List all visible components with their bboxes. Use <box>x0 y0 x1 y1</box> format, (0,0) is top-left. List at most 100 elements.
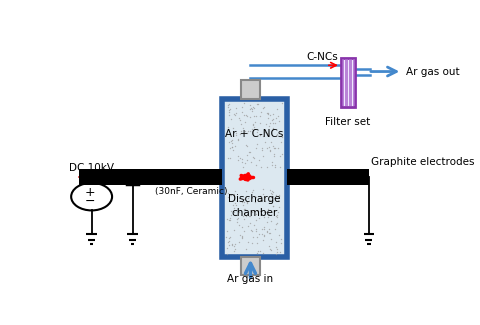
Point <box>264 132 272 137</box>
Point <box>265 124 273 129</box>
Point <box>248 229 255 234</box>
Text: Discharge
chamber: Discharge chamber <box>228 194 281 218</box>
Point <box>274 220 281 225</box>
Point <box>261 140 269 145</box>
Point <box>273 222 280 227</box>
Text: DC 10kV: DC 10kV <box>69 163 114 173</box>
Point <box>276 165 284 170</box>
Point <box>267 190 275 196</box>
Point <box>226 112 233 117</box>
Point <box>264 145 271 150</box>
Point <box>259 106 266 111</box>
Point <box>273 192 280 197</box>
Point <box>253 141 261 146</box>
Point <box>266 147 274 152</box>
Point <box>255 157 263 162</box>
Point <box>242 247 250 252</box>
Point <box>225 235 232 240</box>
Point <box>260 224 268 229</box>
Point <box>273 214 281 220</box>
Point <box>276 129 283 134</box>
Point <box>226 107 233 112</box>
Point <box>266 188 274 193</box>
Point <box>231 213 239 218</box>
Point <box>270 111 277 116</box>
Point <box>274 212 281 217</box>
Point <box>232 202 240 207</box>
Point <box>236 222 243 227</box>
Point <box>242 175 250 180</box>
Bar <box>341 58 355 107</box>
Point <box>267 236 275 241</box>
Point <box>226 156 234 161</box>
Point <box>228 140 236 146</box>
Point <box>275 205 283 210</box>
Point <box>231 113 239 118</box>
Point <box>269 125 276 131</box>
Point <box>249 188 257 193</box>
Point <box>233 193 241 198</box>
Point <box>275 197 282 202</box>
Point <box>265 145 273 150</box>
Point <box>231 188 239 194</box>
Point <box>248 126 256 132</box>
Point <box>266 112 274 117</box>
Point <box>233 111 240 116</box>
Point <box>260 232 268 238</box>
Point <box>225 124 232 129</box>
Point <box>269 120 276 125</box>
Point <box>246 220 254 225</box>
Point <box>268 199 276 204</box>
Point <box>225 140 232 145</box>
Point <box>264 229 271 235</box>
Point <box>253 130 261 135</box>
Point <box>240 210 248 215</box>
Point <box>226 145 234 150</box>
Point <box>266 121 274 126</box>
Point <box>224 194 231 199</box>
Point <box>250 223 257 228</box>
Point <box>260 210 267 215</box>
Point <box>259 134 267 139</box>
Point <box>249 195 256 201</box>
Point <box>262 121 270 126</box>
Point <box>242 112 250 117</box>
Point <box>246 102 253 108</box>
Point <box>263 210 270 215</box>
Point <box>245 150 253 155</box>
Point <box>251 199 259 204</box>
Point <box>266 247 274 252</box>
Point <box>273 131 280 136</box>
Point <box>260 214 268 220</box>
Point <box>234 137 242 143</box>
Point <box>243 199 251 204</box>
Point <box>235 157 242 162</box>
Point <box>229 148 237 153</box>
Point <box>238 129 245 134</box>
Point <box>228 192 235 197</box>
Point <box>232 106 240 111</box>
Point <box>250 208 258 214</box>
Text: Capacitor: Capacitor <box>155 173 205 183</box>
Point <box>241 119 249 124</box>
Point <box>256 120 264 125</box>
Point <box>241 161 249 166</box>
Point <box>250 156 257 161</box>
Point <box>224 102 232 108</box>
Point <box>228 213 235 218</box>
Point <box>252 145 260 150</box>
Point <box>251 113 258 118</box>
Point <box>251 125 258 130</box>
Point <box>263 165 271 170</box>
Point <box>260 195 268 200</box>
Point <box>259 191 267 196</box>
Point <box>252 228 260 233</box>
Point <box>238 233 245 239</box>
Point <box>238 109 246 114</box>
Point <box>223 251 230 256</box>
Point <box>272 251 279 256</box>
Point <box>258 198 266 203</box>
Point <box>273 246 281 252</box>
Point <box>243 113 251 118</box>
Point <box>247 227 255 233</box>
